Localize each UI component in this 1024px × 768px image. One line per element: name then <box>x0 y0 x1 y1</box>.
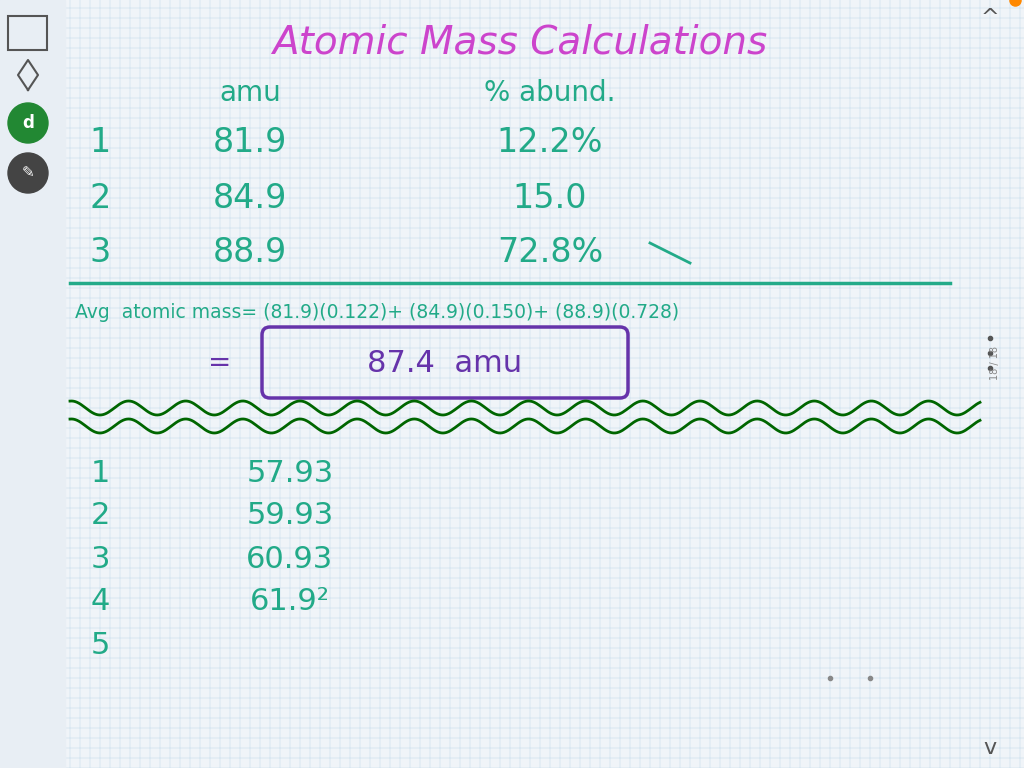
Text: 88.9: 88.9 <box>213 237 287 270</box>
Text: 87.4  amu: 87.4 amu <box>368 349 522 378</box>
Text: 84.9: 84.9 <box>213 181 287 214</box>
Text: 1: 1 <box>90 458 110 488</box>
Text: 3: 3 <box>89 237 111 270</box>
Text: d: d <box>23 114 34 132</box>
Text: 2: 2 <box>90 502 110 531</box>
Text: 3: 3 <box>90 545 110 574</box>
Text: ^: ^ <box>981 8 999 28</box>
Text: 81.9: 81.9 <box>213 127 287 160</box>
Text: ✎: ✎ <box>22 165 35 180</box>
Text: 18 / 18: 18 / 18 <box>990 346 1000 380</box>
Text: =: = <box>208 349 231 377</box>
Text: 4: 4 <box>90 588 110 617</box>
Text: Atomic Mass Calculations: Atomic Mass Calculations <box>272 24 768 62</box>
Text: 12.2%: 12.2% <box>497 127 603 160</box>
Text: 57.93: 57.93 <box>247 458 334 488</box>
Text: % abund.: % abund. <box>484 79 615 107</box>
Text: 5: 5 <box>90 631 110 660</box>
Text: 1: 1 <box>89 127 111 160</box>
Text: 61.9²: 61.9² <box>250 588 330 617</box>
Text: 2: 2 <box>89 181 111 214</box>
Circle shape <box>8 153 48 193</box>
Text: Avg  atomic mass= (81.9)(0.122)+ (84.9)(0.150)+ (88.9)(0.728): Avg atomic mass= (81.9)(0.122)+ (84.9)(0… <box>75 303 679 323</box>
Text: amu: amu <box>219 79 281 107</box>
Text: 59.93: 59.93 <box>247 502 334 531</box>
Text: 60.93: 60.93 <box>247 545 334 574</box>
Text: 15.0: 15.0 <box>513 181 587 214</box>
Circle shape <box>8 103 48 143</box>
Text: 72.8%: 72.8% <box>497 237 603 270</box>
Text: v: v <box>983 738 996 758</box>
Bar <box>0 0 65 768</box>
